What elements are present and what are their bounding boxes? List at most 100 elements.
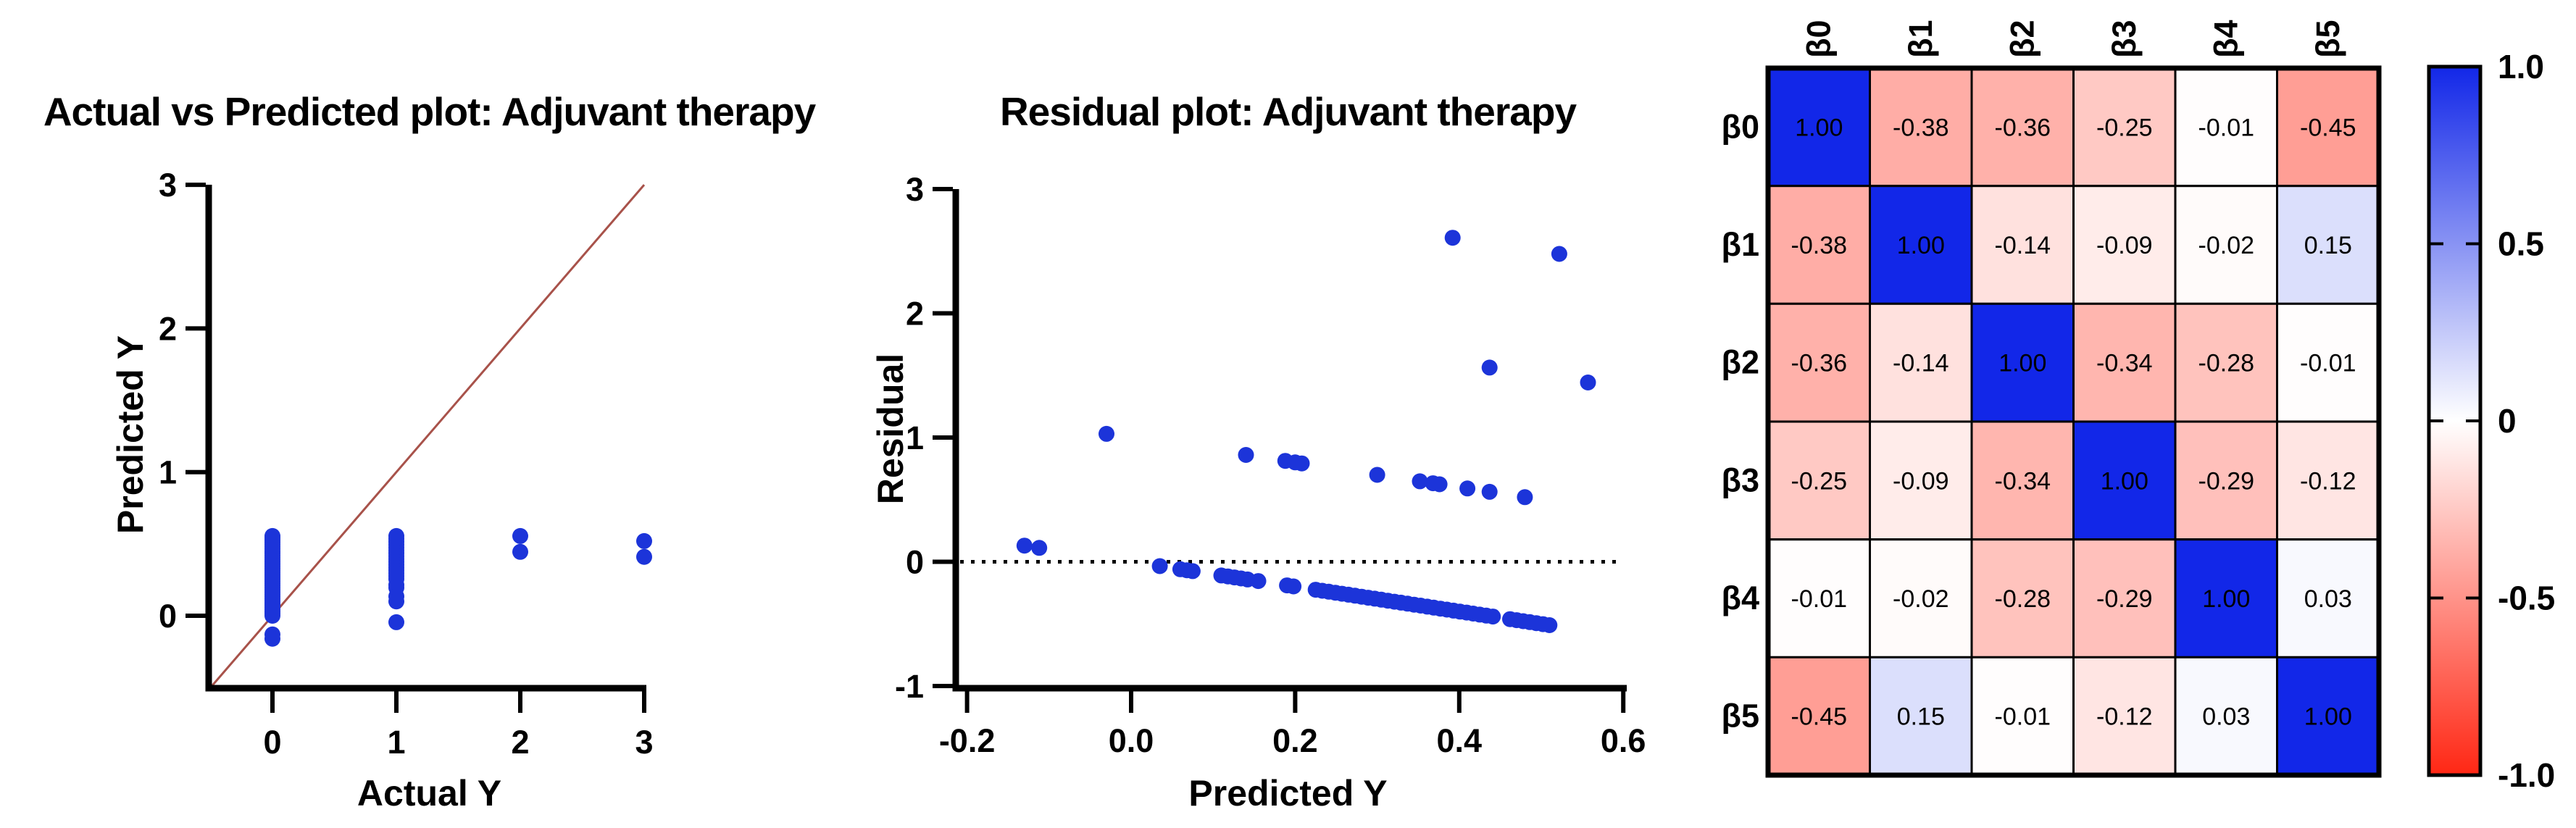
data-point (388, 593, 404, 610)
heatmap-cell-value: -0.14 (1893, 350, 1949, 377)
heatmap-cell-value: 1.00 (1998, 350, 2046, 377)
data-point (1541, 617, 1558, 633)
data-point (1369, 467, 1385, 483)
x-tick-label: 0.6 (1601, 722, 1646, 759)
x-tick-label: 0.4 (1437, 722, 1483, 759)
heatmap-cell (1970, 538, 2075, 658)
x-tick-label: 0.2 (1272, 722, 1318, 759)
heatmap-cell-value: -0.36 (1791, 350, 1848, 377)
residual-plot: -0.2 0.0 0.2 0.4 0.6 -1 0 1 2 3 (895, 171, 1646, 759)
heatmap-cell (1869, 185, 1973, 305)
heatmap-cell-value: -0.09 (2096, 232, 2153, 259)
heatmap-cell-value: -0.01 (2300, 350, 2356, 377)
actual-vs-predicted-points (264, 527, 652, 647)
data-point (512, 527, 528, 544)
heatmap-row-label: β1 (1722, 226, 1760, 263)
heatmap-cell (2072, 185, 2177, 305)
colorbar-tick-label: -1.0 (2498, 756, 2555, 794)
heatmap-cell-value: -0.09 (1893, 467, 1949, 495)
data-point (1238, 447, 1254, 463)
heatmap-cell (1970, 185, 2075, 305)
x-tick-label: -0.2 (939, 722, 996, 759)
heatmap-cell (2072, 302, 2177, 423)
data-point (1485, 609, 1501, 625)
data-point (1285, 578, 1302, 595)
y-tick-label: 1 (159, 454, 177, 491)
y-tick-label: 1 (906, 419, 924, 456)
heatmap-cell-value: -0.12 (2096, 703, 2153, 731)
data-point (1481, 359, 1498, 376)
y-tick-label: 3 (159, 167, 177, 204)
heatmap-cell-value: -0.34 (1995, 467, 2051, 495)
heatmap-border (1765, 65, 2382, 778)
heatmap-cell-value: 1.00 (2101, 467, 2148, 495)
heatmap-row-label: β5 (1722, 698, 1760, 735)
heatmap-cell-value: 1.00 (1795, 114, 1843, 141)
heatmap-cell-value: -0.12 (2300, 467, 2356, 495)
actual-vs-predicted-axes: 0 1 2 3 0 1 2 3 (159, 167, 654, 761)
heatmap-cell (1869, 67, 1973, 188)
y-tick-label: 0 (159, 598, 177, 635)
x-tick-label: 2 (511, 724, 529, 761)
heatmap-cell-value: -0.29 (2096, 585, 2153, 613)
heatmap-cell-value: -0.01 (2198, 114, 2255, 141)
residual-axes: -0.2 0.0 0.2 0.4 0.6 -1 0 1 2 3 (895, 171, 1646, 759)
x-tick-label: 3 (635, 724, 653, 761)
heatmap-cell (1869, 538, 1973, 658)
y-tick-label: 2 (906, 296, 924, 333)
x-tick-label: 1 (387, 724, 405, 761)
data-point (388, 614, 404, 630)
heatmap-cell (2072, 656, 2177, 777)
colorbar-tick-label: 0 (2498, 402, 2517, 440)
data-point (636, 532, 652, 549)
heatmap-cell (2276, 656, 2380, 777)
data-point (1412, 473, 1428, 490)
data-point (1580, 375, 1596, 390)
data-point (1481, 483, 1498, 500)
data-point (1459, 480, 1476, 497)
heatmap-cell (2276, 302, 2380, 423)
x-tick-label: 0.0 (1109, 722, 1154, 759)
actual-vs-predicted-plot: 0 1 2 3 0 1 2 3 (159, 167, 654, 761)
axis-frame (952, 189, 1627, 692)
data-point (1184, 563, 1201, 580)
heatmap-cell-value: -0.45 (1791, 703, 1848, 731)
heatmap-cell-value: 0.03 (2304, 585, 2352, 613)
heatmap-cell-value: -0.38 (1893, 114, 1949, 141)
heatmap-cell-value: -0.29 (2198, 467, 2255, 495)
residual-plot-xlabel: Predicted Y (1188, 773, 1388, 814)
heatmap-cell-value: 1.00 (1897, 232, 1945, 259)
heatmap-cell-value: -0.01 (1791, 585, 1848, 613)
data-point (1293, 455, 1310, 472)
heatmap-cell-value: -0.25 (2096, 114, 2153, 141)
heatmap-cell (1767, 420, 1871, 541)
data-point (264, 630, 280, 647)
data-point (1016, 538, 1033, 554)
heatmap-row-label: β2 (1722, 344, 1760, 381)
x-tick-label: 0 (263, 724, 281, 761)
data-point (1031, 540, 1048, 556)
heatmap-cell (2174, 656, 2278, 777)
heatmap-cell-value: -0.28 (2198, 350, 2255, 377)
heatmap-cell (2276, 185, 2380, 305)
heatmap-cell-value: 1.00 (2202, 585, 2250, 613)
residual-points (1016, 230, 1596, 633)
heatmap-cell (2072, 67, 2177, 188)
data-point (636, 548, 652, 565)
actual-vs-predicted-xlabel: Actual Y (357, 773, 502, 814)
data-point (512, 543, 528, 560)
data-point (1250, 573, 1267, 590)
heatmap-cell-value: 1.00 (2304, 703, 2352, 731)
heatmap-cell (1869, 302, 1973, 423)
heatmap-row-label: β0 (1722, 108, 1760, 145)
heatmap-cell-value: 0.03 (2202, 703, 2250, 731)
heatmap-cell-value: -0.01 (1995, 703, 2051, 731)
heatmap-cell-value: -0.25 (1791, 467, 1848, 495)
heatmap-col-label: β3 (2106, 20, 2143, 59)
data-point (1517, 489, 1533, 506)
data-point (1151, 558, 1168, 574)
heatmap-cell (1869, 656, 1973, 777)
heatmap-row-label: β4 (1722, 580, 1760, 616)
data-point (264, 527, 280, 544)
identity-line (209, 184, 646, 689)
